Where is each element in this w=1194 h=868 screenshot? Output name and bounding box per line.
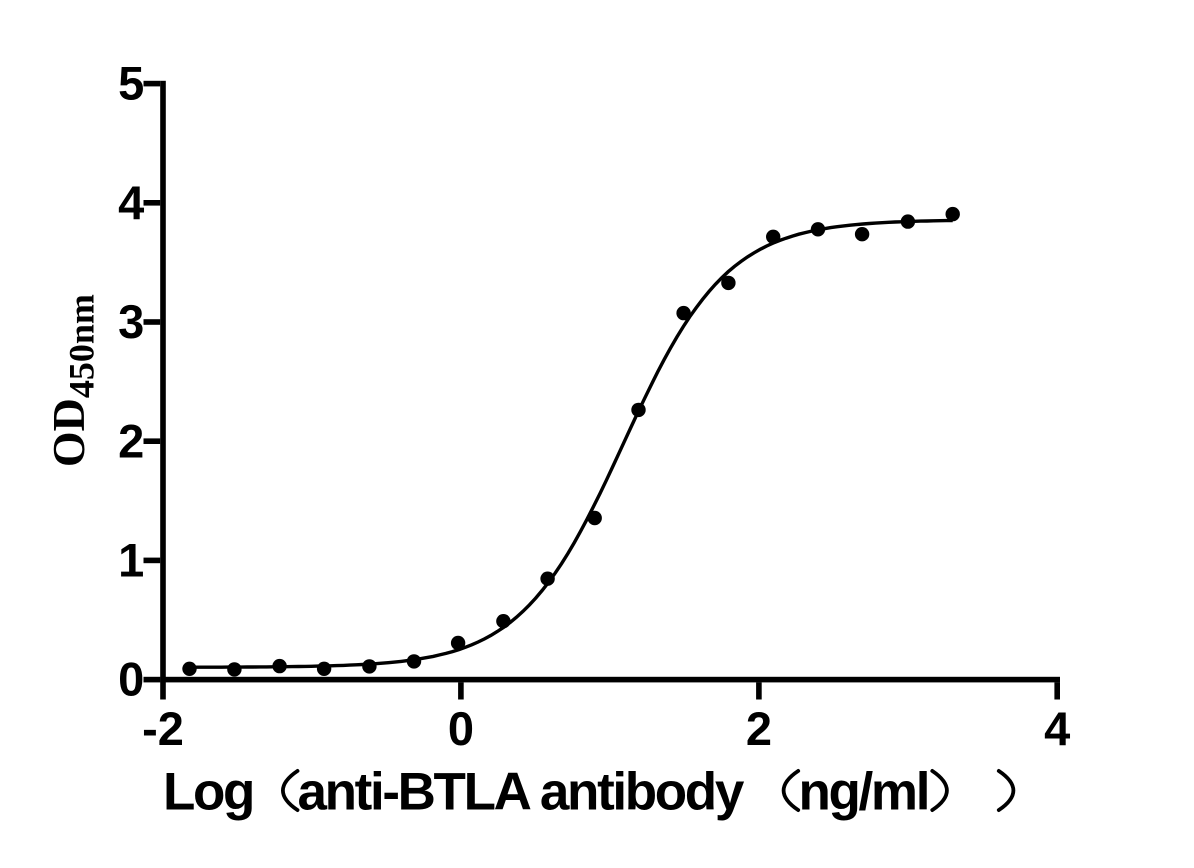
svg-text:2: 2 [118,414,144,467]
svg-text:5: 5 [118,57,144,110]
svg-text:4: 4 [118,176,144,229]
svg-text:ng/ml: ng/ml [799,763,929,822]
svg-text:1: 1 [118,534,144,587]
svg-text:-2: -2 [142,702,184,755]
svg-text:4: 4 [1044,702,1070,755]
svg-text:0: 0 [448,702,474,755]
svg-text:anti-BTLA antibody: anti-BTLA antibody [298,763,745,822]
svg-text:0: 0 [118,653,144,706]
svg-text:2: 2 [746,702,772,755]
svg-text:Log: Log [163,763,253,822]
svg-text:3: 3 [118,295,144,348]
